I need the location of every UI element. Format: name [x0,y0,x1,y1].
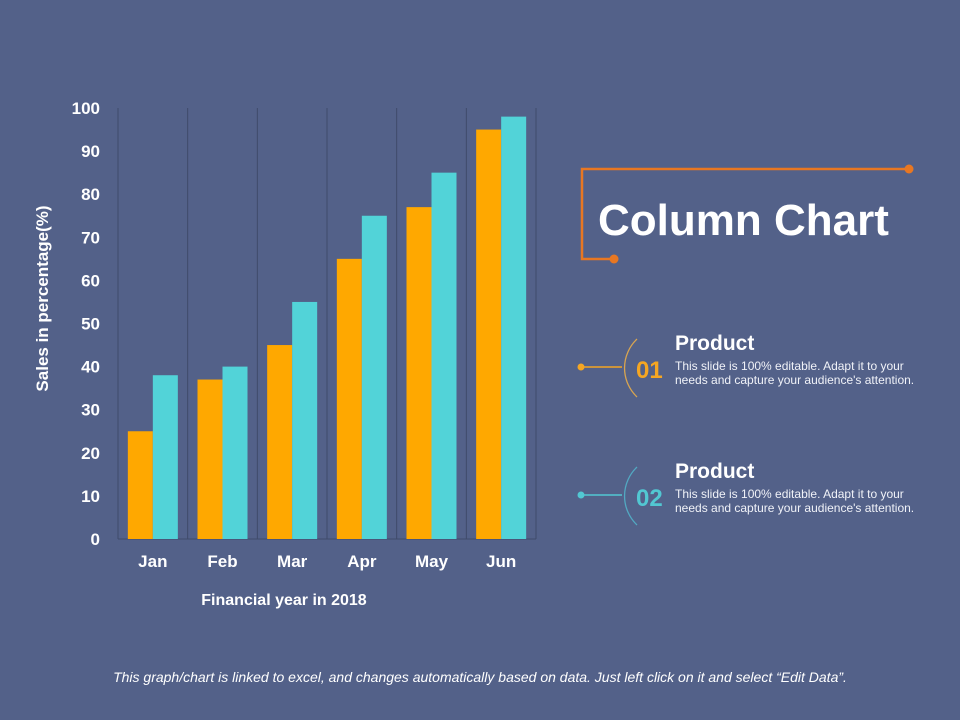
x-tick-label: Jan [138,552,167,571]
y-tick-label: 70 [81,228,100,247]
x-axis-title: Financial year in 2018 [201,592,367,609]
x-tick-label: Feb [207,552,237,571]
y-tick-label: 30 [81,401,100,420]
y-tick-label: 90 [81,142,100,161]
item-1-number: 01 [636,357,663,384]
y-tick-label: 80 [81,185,100,204]
y-tick-label: 50 [81,315,100,334]
bar-apr-series-2 [361,215,387,539]
item-1-heading: Product [675,332,755,355]
item-2-number: 02 [636,485,663,512]
x-tick-label: Mar [277,552,308,571]
y-tick-label: 60 [81,271,100,290]
item-1-connector-icon [577,338,638,398]
bar-jun-series-1 [476,129,502,540]
item-2-text: This slide is 100% editable. Adapt it to… [675,487,915,515]
slide-title: Column Chart [598,196,889,245]
y-axis-title: Sales in percentage(%) [33,205,52,391]
bar-mar-series-1 [267,345,293,539]
bar-feb-series-1 [197,379,223,539]
item-2-heading: Product [675,460,755,483]
item-1-text: This slide is 100% editable. Adapt it to… [675,359,915,387]
x-tick-label: Apr [347,552,377,571]
bar-jun-series-2 [501,116,527,540]
bar-may-series-2 [431,172,457,539]
x-tick-label: May [415,552,449,571]
bar-mar-series-2 [292,301,318,539]
y-tick-label: 20 [81,444,100,463]
item-2-connector-icon [577,466,638,526]
bar-may-series-1 [406,207,432,539]
y-tick-label: 10 [81,487,100,506]
bar-jan-series-2 [152,375,178,539]
x-tick-label: Jun [486,552,516,571]
y-tick-label: 100 [72,99,100,118]
bar-jan-series-1 [127,431,153,539]
footer-note: This graph/chart is linked to excel, and… [113,669,847,685]
bar-feb-series-2 [222,366,248,539]
y-tick-label: 40 [81,358,100,377]
y-tick-label: 0 [91,530,100,549]
bar-apr-series-1 [336,258,362,539]
